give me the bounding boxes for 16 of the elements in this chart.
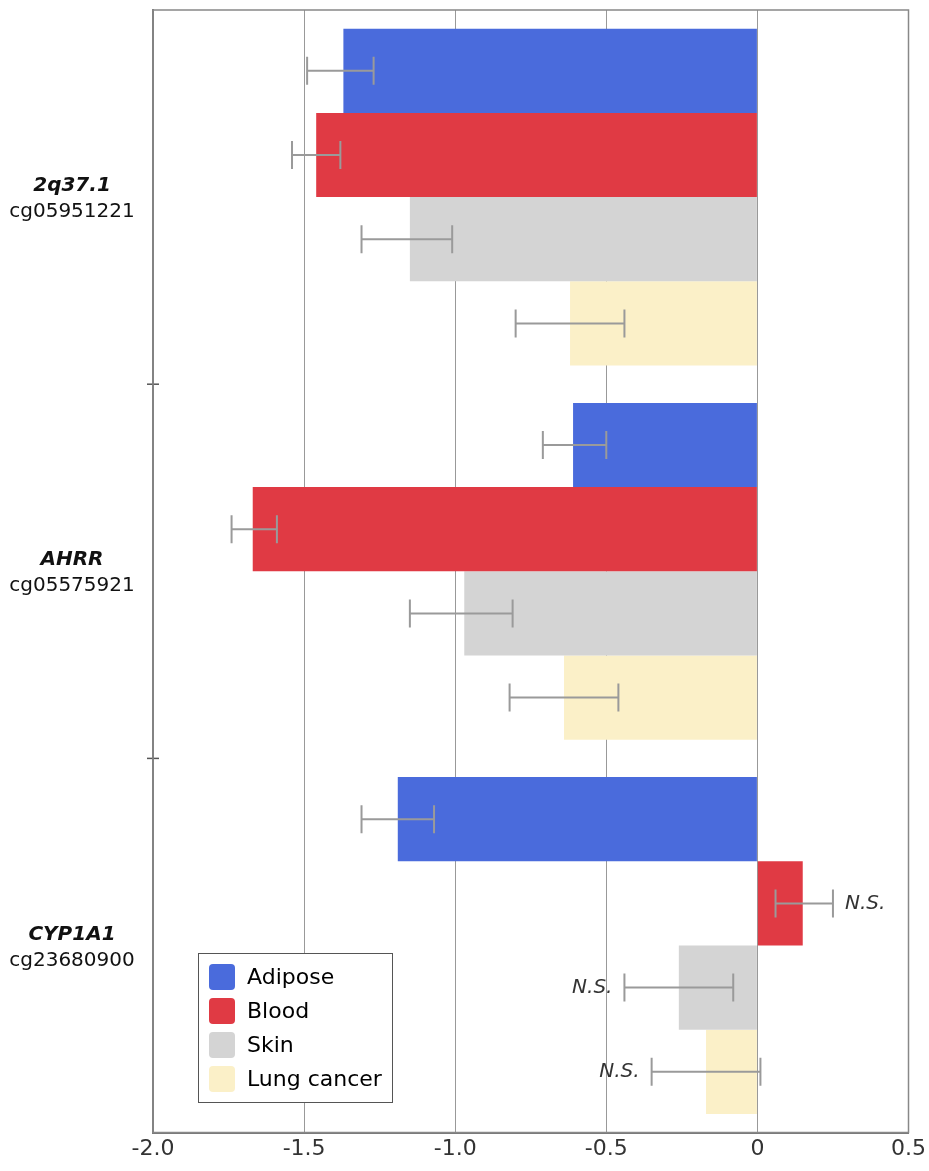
x-tick-label: -0.5	[584, 1134, 628, 1160]
annotation: N.S.	[599, 1058, 640, 1082]
y-tick-label: CYP1A1 cg23680900	[9, 920, 135, 971]
legend-label: Blood	[247, 998, 310, 1024]
x-tick-label: -2.0	[131, 1134, 175, 1160]
x-tick-label: 0.5	[891, 1134, 927, 1160]
legend-label: Lung cancer	[247, 1066, 382, 1092]
annotation: N.S.	[844, 889, 886, 914]
x-tick-label: 0	[750, 1134, 765, 1160]
legend-label: Adipose	[247, 964, 335, 990]
x-tick-label: -1.0	[433, 1134, 477, 1160]
annotation: N.S.	[572, 973, 613, 998]
legend-label: Skin	[247, 1032, 294, 1058]
y-tick-label: AHRR cg05575921	[9, 546, 135, 597]
y-tick-label: 2q37.1 cg05951221	[9, 172, 135, 223]
x-tick-label: -1.5	[282, 1134, 326, 1160]
